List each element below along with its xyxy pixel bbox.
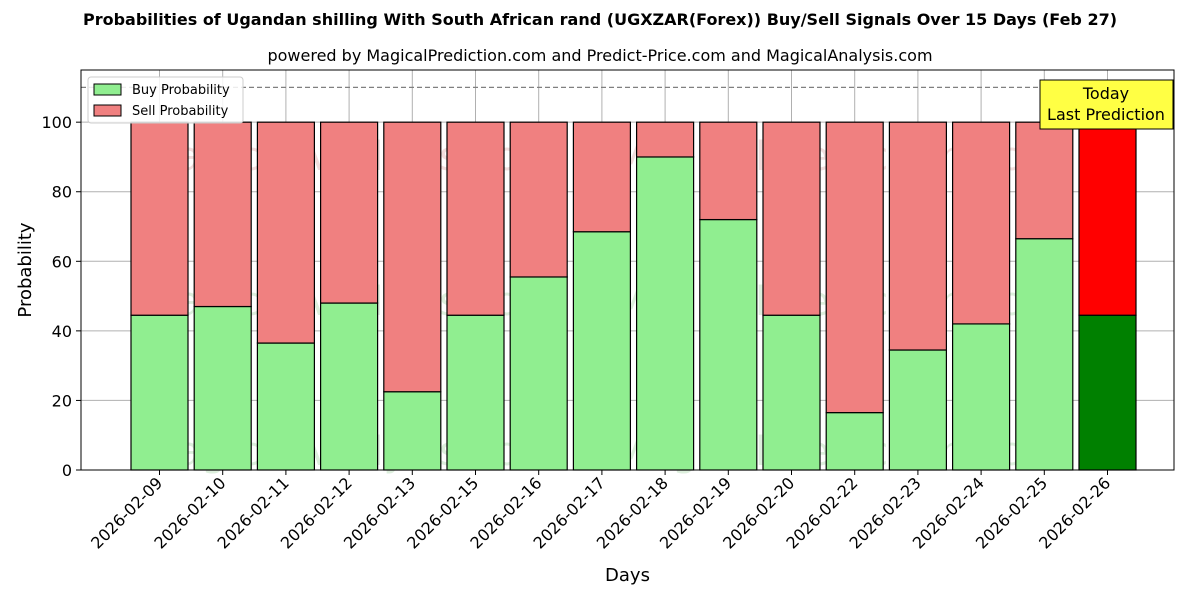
buy-bar bbox=[699, 218, 758, 471]
legend-swatch bbox=[93, 83, 122, 96]
legend-box bbox=[87, 76, 244, 124]
sell-bar bbox=[888, 121, 948, 351]
x-axis-label: Days bbox=[605, 565, 650, 586]
y-tick-label: 60 bbox=[52, 252, 72, 271]
annotation-box bbox=[1039, 79, 1174, 130]
buy-bar bbox=[509, 276, 568, 471]
buy-bar bbox=[383, 391, 442, 471]
legend-label: Sell Probability bbox=[132, 104, 229, 119]
chart-title: Probabilities of Ugandan shilling With S… bbox=[82, 10, 1118, 29]
sell-bar bbox=[509, 121, 568, 278]
y-tick-label: 40 bbox=[52, 322, 72, 341]
sell-bar bbox=[951, 121, 1011, 325]
sell-bar bbox=[825, 121, 884, 414]
sell-bar bbox=[320, 121, 379, 304]
buy-bar bbox=[446, 314, 505, 471]
sell-bar bbox=[762, 121, 821, 316]
sell-bar bbox=[1015, 121, 1074, 240]
annotation-line-2: Last Prediction bbox=[1047, 105, 1165, 124]
annotation-line-1: Today bbox=[1082, 84, 1129, 103]
buy-bar bbox=[825, 412, 884, 471]
buy-bar bbox=[762, 314, 821, 471]
chart-subtitle: powered by MagicalPrediction.com and Pre… bbox=[267, 46, 933, 65]
buy-bar bbox=[256, 342, 315, 471]
buy-bar bbox=[572, 231, 632, 471]
legend-label: Buy Probability bbox=[132, 83, 230, 98]
y-axis-label: Probability bbox=[15, 222, 36, 317]
y-tick-label: 80 bbox=[52, 183, 72, 202]
buy-bar bbox=[635, 156, 695, 471]
buy-bar bbox=[193, 305, 252, 471]
y-tick-label: 100 bbox=[41, 113, 72, 132]
sell-bar bbox=[193, 121, 252, 308]
buy-bar bbox=[951, 323, 1011, 471]
sell-bar bbox=[699, 121, 758, 221]
buy-bar bbox=[888, 349, 948, 471]
sell-bar bbox=[572, 121, 632, 233]
buy-bar bbox=[1015, 238, 1074, 471]
sell-bar bbox=[635, 121, 695, 158]
sell-bar bbox=[1078, 121, 1137, 316]
legend: Buy Probability Sell Probability bbox=[87, 76, 244, 124]
buy-bar bbox=[1078, 314, 1137, 471]
legend-swatch bbox=[93, 104, 122, 117]
sell-bar bbox=[256, 121, 315, 344]
sell-bar bbox=[130, 121, 189, 316]
buy-bar bbox=[130, 314, 189, 471]
today-annotation: Today Last Prediction bbox=[1039, 79, 1174, 130]
axes-frame bbox=[80, 69, 1175, 471]
sell-bar bbox=[446, 121, 505, 316]
sell-bar bbox=[383, 121, 442, 393]
y-tick-label: 20 bbox=[52, 391, 72, 410]
buy-bar bbox=[320, 302, 379, 471]
y-tick-label: 0 bbox=[62, 461, 72, 480]
